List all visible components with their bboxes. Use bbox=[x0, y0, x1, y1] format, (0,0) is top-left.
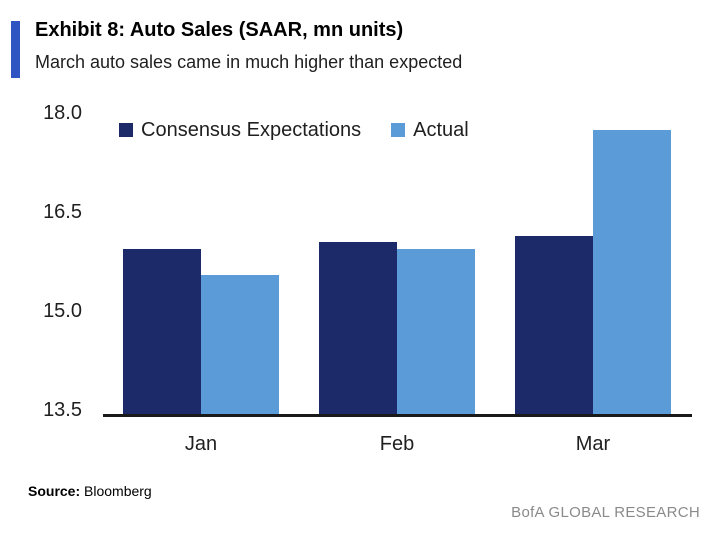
source-note: Source: Bloomberg bbox=[28, 483, 152, 499]
auto-sales-bar-chart: 18.0 16.5 15.0 13.5 Jan Feb Mar Consensus Exp… bbox=[43, 102, 692, 455]
y-tick-18.0: 18.0 bbox=[43, 102, 82, 124]
bar-feb-actual bbox=[397, 249, 475, 414]
x-label-jan: Jan bbox=[184, 433, 218, 455]
bar-jan-consensus-expectations bbox=[123, 249, 201, 414]
y-tick-16.5: 16.5 bbox=[43, 201, 82, 223]
bar-mar-consensus-expectations bbox=[515, 236, 593, 414]
exhibit-accent-bar bbox=[11, 21, 20, 78]
bofa-global-research-brand: BofA GLOBAL RESEARCH bbox=[511, 504, 700, 521]
legend-item-actual: Actual bbox=[391, 119, 469, 142]
exhibit-title: Exhibit 8: Auto Sales (SAAR, mn units) bbox=[35, 19, 404, 41]
x-axis-line bbox=[103, 414, 692, 417]
y-tick-15.0: 15.0 bbox=[43, 300, 82, 322]
x-label-mar: Mar bbox=[575, 433, 611, 455]
exhibit-subtitle: March auto sales came in much higher tha… bbox=[35, 52, 463, 72]
y-tick-13.5: 13.5 bbox=[43, 399, 82, 421]
x-label-feb: Feb bbox=[379, 433, 415, 455]
bar-feb-consensus-expectations bbox=[319, 242, 397, 414]
chart-legend: Consensus Expectations Actual bbox=[119, 118, 469, 142]
legend-swatch-consensus-expectations bbox=[119, 123, 133, 137]
legend-swatch-actual bbox=[391, 123, 406, 137]
source-value: Bloomberg bbox=[84, 483, 152, 499]
legend-label-actual: Actual bbox=[413, 118, 469, 141]
source-label: Source: bbox=[28, 483, 81, 499]
bar-jan-actual bbox=[201, 275, 279, 414]
bar-mar-actual bbox=[593, 130, 671, 414]
legend-item-consensus-expectations: Consensus Expectations bbox=[119, 119, 361, 142]
legend-label-consensus-expectations: Consensus Expectations bbox=[141, 118, 362, 141]
